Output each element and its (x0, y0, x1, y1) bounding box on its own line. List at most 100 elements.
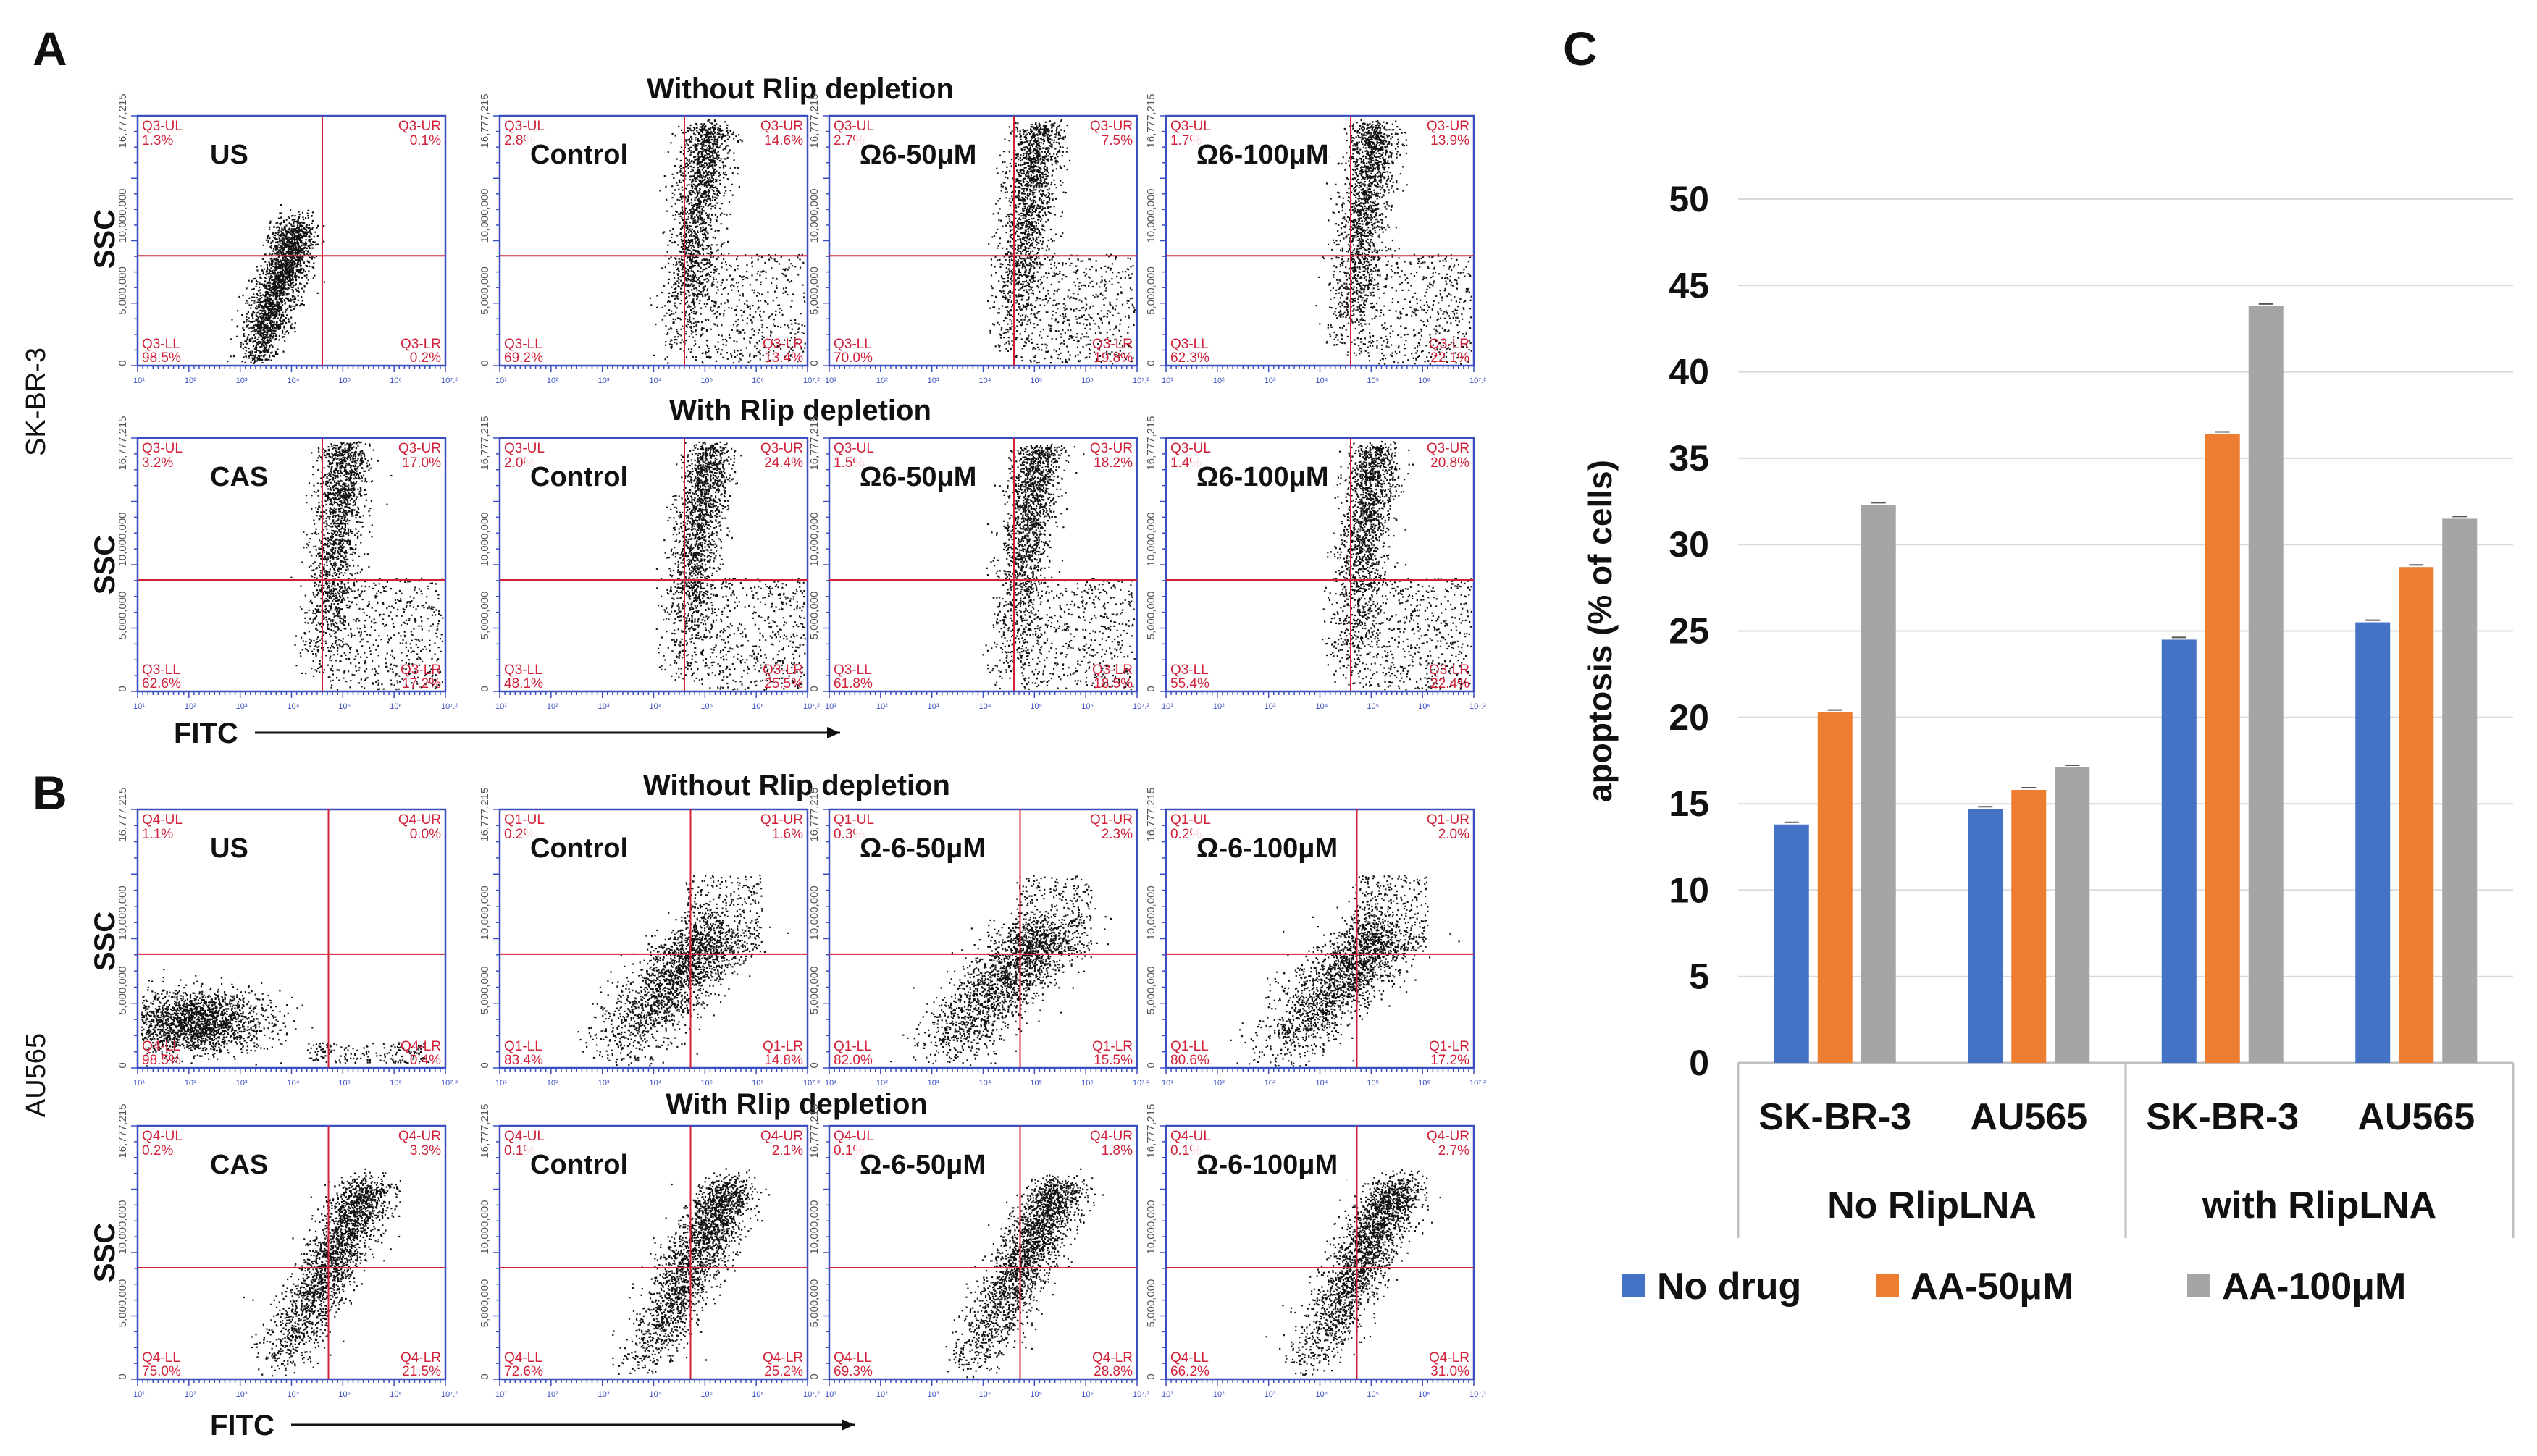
quadrant-ur-label: Q3-UR (1427, 441, 1469, 456)
y-tick-label: 5,000,000 (808, 967, 821, 1015)
x-tick-label: 10¹ (495, 1390, 507, 1399)
fitc-arrow-head (827, 727, 840, 738)
y-tick-label: 16,777,215 (1145, 1103, 1157, 1158)
y-tick-label: 5,000,000 (1145, 1279, 1157, 1328)
x-tick-label: 10³ (928, 1390, 939, 1399)
plot-frame (136, 808, 447, 1069)
y-tick-label: 16,777,215 (479, 1103, 491, 1158)
quadrant-ur-label: Q4-UR (1427, 1129, 1469, 1144)
x-tick-label: 10⁷.² (1469, 702, 1486, 711)
x-tick-label: 10⁴ (288, 702, 300, 711)
x-tick-label: 10³ (928, 1079, 939, 1087)
x-tick-label: 10⁷.² (1469, 1390, 1486, 1399)
y-axis-label: apoptosis (% of cells) (1581, 460, 1619, 802)
y-tick-label: 16,777,215 (117, 416, 129, 470)
x-tick-label: 10⁴ (979, 1390, 991, 1399)
x-tick-label: 10⁶ (752, 376, 764, 385)
y-tick-label: 16,777,215 (1145, 788, 1157, 842)
x-tick-label: 10⁷.² (803, 702, 820, 711)
name-backdrop (855, 457, 982, 493)
quadrant-ul-label: Q4-UL (1170, 1129, 1211, 1144)
quadrant-ul-label: Q4-UL (142, 812, 183, 828)
y-tick-label: 0 (479, 360, 491, 366)
quadrant-ll-label: Q3-LL (834, 662, 872, 678)
y-tick-label: 16,777,215 (479, 788, 491, 842)
quadrant-ur-label: Q3-UR (1427, 119, 1469, 134)
quadrant-ul-label: Q3-UL (1170, 119, 1211, 134)
y-tick-label: 16,777,215 (117, 93, 129, 148)
quadrant-ur-label: Q3-UR (1090, 119, 1133, 134)
x-tick-label: 10¹ (495, 702, 507, 711)
x-tick-label: 10⁴ (650, 1079, 662, 1087)
y-tick-label: 10,000,000 (117, 512, 129, 566)
quadrant-lr-label: Q4-LR (1092, 1350, 1133, 1365)
quadrant-ll-value: 75.0% (142, 1364, 181, 1379)
legend-swatch (2187, 1274, 2210, 1297)
quadrant-ur-value: 13.9% (1430, 133, 1469, 148)
scatter-dots (982, 443, 1136, 691)
quadrant-ll-label: Q3-LL (1170, 337, 1209, 352)
y-tick-label: 0 (808, 1373, 821, 1379)
row-title: Without Rlip depletion (647, 73, 954, 105)
name-backdrop (206, 828, 249, 864)
legend-swatch (1622, 1274, 1645, 1297)
legend-label: AA-100μM (2222, 1266, 2406, 1308)
treatment-label: Control (530, 462, 628, 492)
x-tick-label: 10⁶ (1081, 376, 1094, 385)
flow-plot: 10¹ 10² 10³ 10⁴ 10⁵ 10⁶ 10⁷.² 16,777,215 10,000,… (1145, 416, 1486, 711)
panel-letter-c: C (1563, 22, 1598, 75)
y-tick-label: 5,000,000 (479, 592, 491, 640)
quadrant-ll-label: Q3-LL (142, 662, 180, 678)
x-tick-label: 10¹ (1162, 702, 1173, 711)
quadrant-lr-label: Q3-LR (1092, 337, 1133, 352)
x-tick-label: 10⁵ (1030, 1390, 1042, 1399)
y-tick-label: 10,000,000 (1145, 512, 1157, 566)
x-tick-label: 10³ (1265, 1390, 1276, 1399)
name-backdrop (206, 457, 266, 493)
quadrant-ll-label: Q1-LL (834, 1039, 872, 1054)
quadrant-lr-value: 19.8% (1094, 350, 1133, 366)
x-tick-label: 10² (547, 1079, 558, 1087)
scatter-dots (945, 1168, 1104, 1379)
x-tick-label: 10⁴ (650, 1390, 662, 1399)
x-tick-label: 10⁴ (979, 1079, 991, 1087)
y-tick-label: 0 (1145, 1062, 1157, 1068)
quadrant-ll-label: Q1-LL (1170, 1039, 1209, 1054)
x-tick-label: 10⁴ (650, 376, 662, 385)
quadrant-lr-value: 31.0% (1430, 1364, 1469, 1379)
group-label: with RlipLNA (2202, 1184, 2437, 1226)
quadrant-lr-label: Q3-LR (401, 337, 441, 352)
name-backdrop (526, 828, 653, 864)
cell-line-label-b: AU565 (21, 1033, 51, 1117)
x-tick-label: 10⁶ (1418, 702, 1430, 711)
group-label: No RlipLNA (1827, 1184, 2037, 1226)
y-tick-label: 5 (1689, 956, 1709, 997)
bar-aa-50-m (2205, 434, 2240, 1063)
x-tick-label: 10³ (928, 702, 939, 711)
quadrant-ul-label: Q4-UL (142, 1129, 183, 1144)
y-tick-label: 5,000,000 (1145, 967, 1157, 1015)
quadrant-ur-value: 0.1% (410, 133, 441, 148)
flow-plot: 10¹ 10² 10³ 10⁴ 10⁵ 10⁶ 10⁷.² 16,777,215 10,000,… (1145, 93, 1486, 385)
legend-label: AA-50μM (1911, 1266, 2073, 1308)
x-tick-label: 10⁶ (1081, 1079, 1094, 1087)
flow-plot: 10¹ 10² 10³ 10⁴ 10⁵ 10⁶ 10⁷.² 16,777,215 10,000,… (808, 93, 1149, 385)
quadrant-ll-label: Q1-LL (504, 1039, 542, 1054)
bar-no-drug (1774, 824, 1809, 1063)
treatment-label: Ω6-50μM (860, 140, 976, 170)
y-tick-label: 15 (1669, 783, 1709, 824)
quadrant-ll-value: 98.5% (142, 350, 181, 366)
panel-letter-a: A (33, 22, 67, 75)
bar-aa-50-m (1817, 712, 1853, 1063)
flow-plot: 10¹ 10² 10³ 10⁴ 10⁵ 10⁶ 10⁷.² 16,777,215 10,000,… (808, 788, 1149, 1087)
category-label: AU565 (2357, 1096, 2475, 1138)
x-tick-label: 10¹ (133, 1079, 145, 1087)
name-backdrop (1192, 1145, 1352, 1181)
bar-aa-100-m (1861, 505, 1896, 1063)
quadrant-ur-value: 24.4% (764, 455, 803, 471)
quadrant-ul-value: 3.2% (142, 455, 173, 471)
y-tick-label: 0 (1145, 686, 1157, 691)
quadrant-ll-value: 62.3% (1170, 350, 1209, 366)
quadrant-ll-value: 66.2% (1170, 1364, 1209, 1379)
y-tick-label: 5,000,000 (117, 1279, 129, 1328)
